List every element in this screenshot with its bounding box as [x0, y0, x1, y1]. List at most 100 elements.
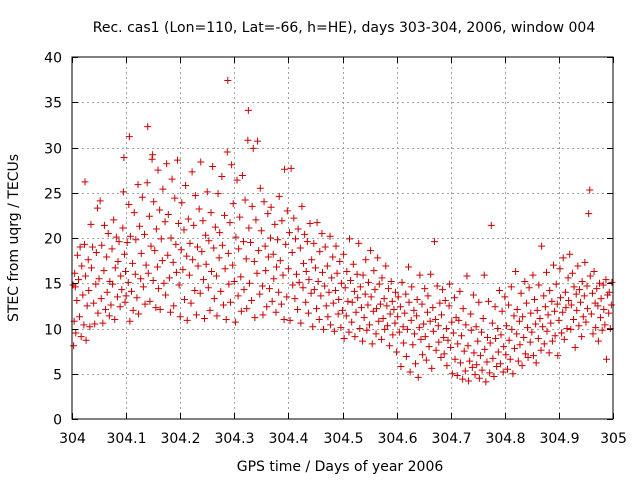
data-point: [231, 318, 239, 326]
data-point: [269, 250, 277, 258]
data-point: [540, 292, 548, 300]
data-point: [85, 286, 93, 294]
data-point: [394, 313, 402, 321]
data-point: [206, 306, 214, 314]
data-point: [574, 262, 582, 270]
data-point: [428, 364, 436, 372]
data-point: [314, 277, 322, 285]
data-point: [534, 334, 542, 342]
data-point: [370, 267, 378, 275]
data-point: [565, 296, 573, 304]
data-point: [128, 287, 136, 295]
data-point: [383, 322, 391, 330]
data-point: [224, 249, 232, 257]
data-point: [348, 318, 356, 326]
chart-title: Rec. cas1 (Lon=110, Lat=-66, h=HE), days…: [93, 20, 596, 36]
data-point: [438, 311, 446, 319]
data-point: [150, 198, 158, 206]
data-point: [340, 250, 348, 258]
data-point: [360, 314, 368, 322]
data-point: [156, 305, 164, 313]
data-point: [114, 258, 122, 266]
data-point: [496, 360, 504, 368]
data-point: [570, 283, 578, 291]
data-point: [554, 352, 562, 360]
data-point: [410, 330, 418, 338]
data-point: [143, 179, 151, 187]
data-point: [495, 286, 503, 294]
data-point: [408, 283, 416, 291]
data-point: [291, 235, 299, 243]
data-point: [171, 194, 179, 202]
data-point: [131, 270, 139, 278]
data-point: [575, 286, 583, 294]
data-point: [383, 302, 391, 310]
data-point: [556, 265, 564, 273]
y-tick-label: 30: [44, 142, 62, 158]
data-point: [461, 367, 469, 375]
data-point: [575, 322, 583, 330]
data-point: [584, 305, 592, 313]
data-point: [366, 321, 374, 329]
data-point: [371, 286, 379, 294]
data-point: [137, 275, 145, 283]
data-point: [170, 302, 178, 310]
data-point: [144, 269, 152, 277]
data-point: [238, 172, 246, 180]
data-point: [375, 280, 383, 288]
data-point: [435, 338, 443, 346]
data-point: [456, 287, 464, 295]
data-point: [337, 279, 345, 287]
data-point: [432, 346, 440, 354]
data-point: [237, 273, 245, 281]
data-point: [524, 324, 532, 332]
data-point: [304, 309, 312, 317]
data-point: [219, 301, 227, 309]
data-point: [227, 298, 235, 306]
data-point: [393, 348, 401, 356]
data-point: [175, 220, 183, 228]
data-point: [70, 342, 78, 350]
data-point: [235, 245, 243, 253]
data-point: [255, 247, 263, 255]
data-point: [478, 328, 486, 336]
data-point: [111, 315, 119, 323]
data-point: [205, 237, 213, 245]
data-point: [155, 285, 163, 293]
data-point: [251, 314, 259, 322]
data-point: [133, 294, 141, 302]
data-point: [476, 352, 484, 360]
data-point: [112, 233, 120, 241]
data-point: [409, 341, 417, 349]
data-point: [329, 253, 337, 261]
data-point: [282, 240, 290, 248]
data-point: [267, 203, 275, 211]
data-point: [213, 312, 221, 320]
data-point: [400, 339, 408, 347]
data-point: [390, 305, 398, 313]
data-point: [202, 231, 210, 239]
data-point: [455, 316, 463, 324]
data-point: [178, 199, 186, 207]
data-point: [493, 363, 501, 371]
data-point: [92, 280, 100, 288]
data-point: [353, 270, 361, 278]
data-point: [228, 161, 236, 169]
data-point: [90, 299, 98, 307]
data-point: [346, 235, 354, 243]
data-point: [570, 315, 578, 323]
data-point: [201, 315, 209, 323]
data-point: [186, 239, 194, 247]
data-point: [440, 350, 448, 358]
data-point: [538, 242, 546, 250]
data-point: [559, 254, 567, 262]
data-point: [328, 274, 336, 282]
data-point: [359, 271, 367, 279]
data-point: [151, 247, 159, 255]
data-point: [529, 352, 537, 360]
data-point: [129, 306, 137, 314]
data-point: [444, 336, 452, 344]
data-point: [341, 284, 349, 292]
data-point: [577, 298, 585, 306]
